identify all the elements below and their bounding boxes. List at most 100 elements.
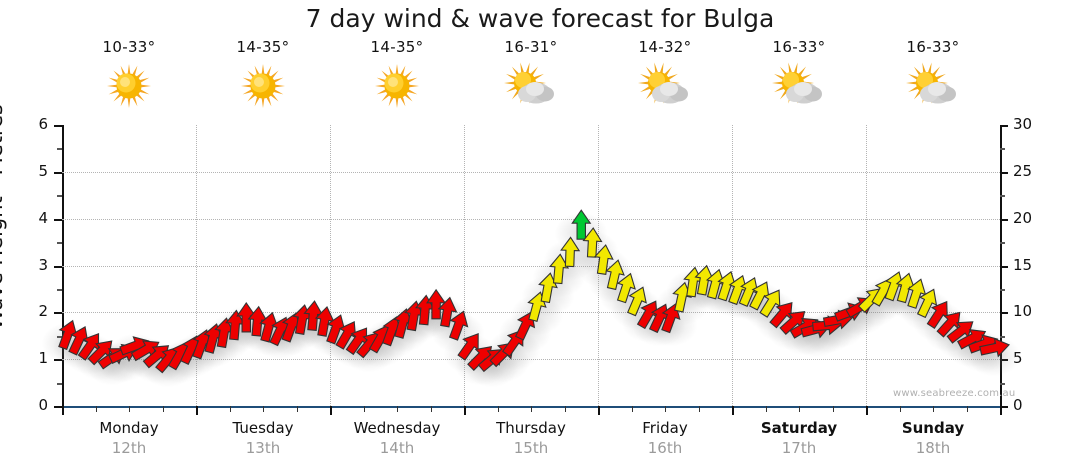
x-tick-day (866, 406, 868, 415)
wind-arrow (616, 272, 636, 304)
day-forecast-monday: 10-33° (52, 38, 206, 109)
x-tick-minor (129, 406, 130, 412)
wind-arrow (769, 301, 793, 329)
temperature-range: 14-35° (236, 38, 290, 56)
x-tick-day (196, 406, 198, 415)
day-date: 12th (111, 439, 147, 457)
y-axis-label-left: 0 (38, 396, 48, 414)
x-tick-minor (397, 406, 398, 412)
x-tick-minor (95, 406, 97, 412)
day-divider (866, 125, 867, 406)
day-forecast-saturday: 16-33° (722, 38, 876, 109)
x-tick-minor (665, 406, 666, 412)
y-tick-right (1000, 265, 1008, 268)
sun-icon (52, 61, 206, 109)
day-divider (732, 125, 733, 406)
y-tick-minor-right (1000, 335, 1005, 338)
y-axis-label-left: 3 (38, 255, 48, 274)
y-tick-left (54, 359, 62, 362)
x-tick-minor (564, 406, 566, 412)
x-tick-minor (296, 406, 298, 412)
y-tick-left (54, 312, 62, 315)
x-tick-minor (631, 406, 633, 412)
x-tick-day (598, 406, 600, 415)
x-tick-day (464, 406, 466, 415)
y-tick-right (1000, 406, 1008, 408)
y-tick-left (54, 218, 62, 221)
day-forecast-friday: 14-32° (588, 38, 742, 109)
y-axis-label-right: 15 (1013, 255, 1033, 274)
wind-arrow (437, 296, 458, 328)
left-axis-title: Wave Height - Metres (0, 104, 7, 330)
day-label-thursday: Thursday 15th (454, 419, 608, 457)
sun-cloud-icon (588, 61, 742, 109)
temperature-range: 10-33° (102, 38, 156, 56)
plot-area (41, 125, 1021, 406)
day-name: Monday (99, 419, 159, 437)
y-tick-minor-left (57, 148, 62, 151)
y-axis-label-left: 5 (38, 161, 48, 180)
x-tick-day (62, 406, 64, 415)
y-tick-minor-right (1000, 382, 1005, 385)
wind-arrow (605, 259, 625, 291)
day-label-wednesday: Wednesday 14th (320, 419, 474, 457)
x-tick-minor (497, 406, 499, 412)
y-axis-label-right: 10 (1013, 302, 1033, 321)
wind-arrow (916, 288, 938, 319)
y-tick-right (1000, 312, 1008, 315)
y-axis-label-right: 5 (1013, 349, 1043, 367)
wind-arrow (549, 253, 570, 285)
day-name: Thursday (496, 419, 566, 437)
day-divider (464, 125, 465, 406)
x-tick-minor (933, 406, 934, 412)
wind-arrow-series (58, 209, 1011, 374)
day-label-tuesday: Tuesday 13th (186, 419, 340, 457)
x-tick-minor (698, 406, 700, 412)
day-name: Sunday (901, 419, 965, 437)
x-tick-day (732, 406, 734, 415)
wind-arrow (672, 281, 692, 313)
day-divider (196, 125, 197, 406)
x-tick-minor (899, 406, 901, 412)
day-label-friday: Friday 16th (588, 419, 742, 457)
y-tick-right (1000, 218, 1008, 221)
day-name: Friday (642, 419, 688, 437)
wind-arrow (979, 337, 1011, 358)
x-tick-minor (363, 406, 365, 412)
day-date: 16th (647, 439, 683, 457)
wind-arrow (538, 272, 558, 304)
y-tick-right (1000, 125, 1008, 127)
x-tick-day (1000, 406, 1002, 415)
y-axis-label-left: 1 (38, 349, 48, 368)
day-date: 14th (379, 439, 415, 457)
y-tick-minor-left (57, 242, 62, 245)
temperature-range: 16-33° (906, 38, 960, 56)
gridline-horizontal (62, 171, 1000, 173)
y-axis-label-left: 2 (38, 302, 48, 321)
day-label-saturday: Saturday 17th (722, 419, 876, 457)
day-forecast-tuesday: 14-35° (186, 38, 340, 109)
x-tick-minor (966, 406, 968, 412)
temperature-range: 14-32° (638, 38, 692, 56)
y-tick-minor-right (1000, 288, 1005, 291)
temperature-range: 14-35° (370, 38, 424, 56)
day-label-sunday: Sunday 18th (856, 419, 1010, 457)
wind-arrow (582, 227, 603, 258)
y-tick-minor-right (1000, 242, 1005, 245)
gridline-horizontal (62, 218, 1000, 220)
y-tick-left (54, 265, 62, 268)
temperature-range: 16-31° (504, 38, 558, 56)
gridline-horizontal (62, 265, 1000, 267)
y-tick-right (1000, 359, 1008, 362)
wind-arrow (936, 311, 961, 338)
gridline-horizontal (62, 359, 1000, 361)
sun-icon (320, 61, 474, 109)
day-divider (330, 125, 331, 406)
y-tick-minor-right (1000, 148, 1005, 151)
wind-arrow (560, 236, 581, 268)
x-axis-line (62, 406, 1002, 408)
day-label-monday: Monday 12th (52, 419, 206, 457)
wind-arrow (627, 286, 647, 317)
day-date: 18th (915, 439, 951, 457)
y-axis-label-left: 4 (38, 208, 48, 227)
